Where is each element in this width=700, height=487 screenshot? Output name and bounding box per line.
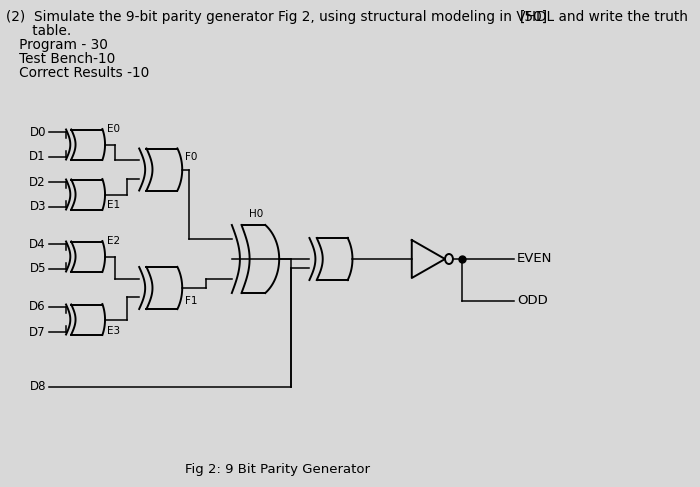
Text: D6: D6 (29, 300, 46, 314)
Text: E3: E3 (107, 325, 120, 336)
Text: D7: D7 (29, 325, 46, 338)
Text: D2: D2 (29, 175, 46, 188)
Text: E0: E0 (107, 125, 120, 134)
Text: Fig 2: 9 Bit Parity Generator: Fig 2: 9 Bit Parity Generator (185, 463, 370, 475)
Text: Program - 30: Program - 30 (6, 38, 108, 52)
Text: D0: D0 (29, 126, 46, 138)
Text: Correct Results -10: Correct Results -10 (6, 66, 150, 80)
Text: D8: D8 (29, 380, 46, 393)
Text: D1: D1 (29, 150, 46, 164)
Text: Test Bench-10: Test Bench-10 (6, 52, 116, 66)
Text: F0: F0 (185, 151, 197, 162)
Text: F1: F1 (185, 296, 197, 306)
Text: ODD: ODD (517, 295, 548, 307)
Text: EVEN: EVEN (517, 252, 552, 265)
Text: D5: D5 (29, 262, 46, 276)
Text: D3: D3 (29, 201, 46, 213)
Text: [50]: [50] (520, 10, 548, 24)
Text: E2: E2 (107, 237, 120, 246)
Text: E1: E1 (107, 201, 120, 210)
Text: D4: D4 (29, 238, 46, 250)
Text: (2)  Simulate the 9-bit parity generator Fig 2, using structural modeling in VHD: (2) Simulate the 9-bit parity generator … (6, 10, 688, 24)
Text: H0: H0 (249, 209, 264, 219)
Text: table.: table. (6, 24, 71, 38)
